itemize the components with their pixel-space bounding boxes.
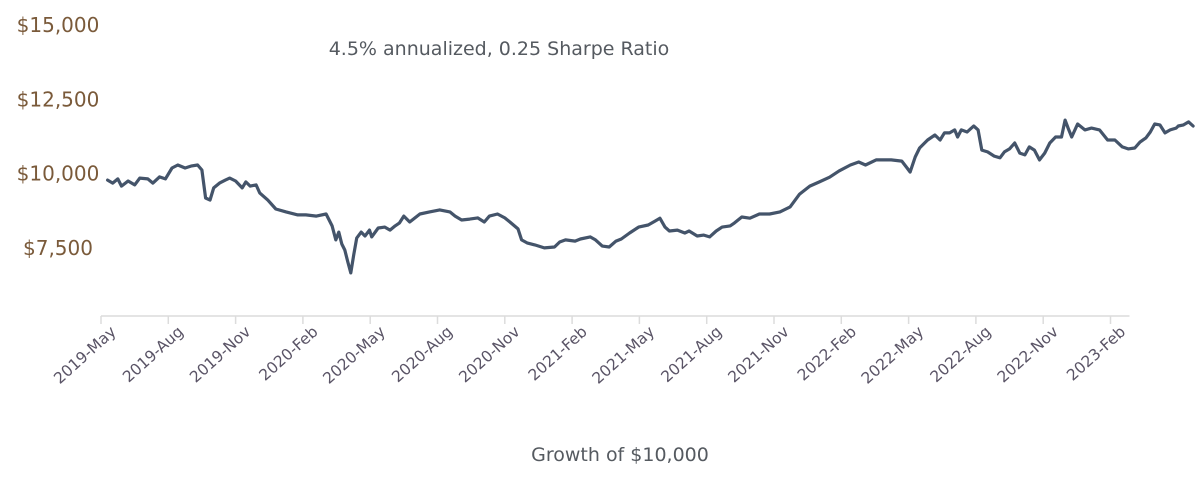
- series-layer: [106, 118, 1195, 275]
- x-tick-label: 2019-Aug: [119, 323, 187, 387]
- x-tick-label: 2021-Feb: [525, 323, 591, 385]
- x-tick-label: 2019-May: [50, 323, 119, 388]
- series-line: [106, 118, 1195, 275]
- x-axis-label: Growth of $10,000: [531, 444, 709, 466]
- y-tick-label: $10,000: [17, 162, 100, 186]
- x-tick-label: 2022-May: [858, 323, 927, 388]
- x-tick-label: 2021-Aug: [658, 323, 726, 387]
- x-tick-label: 2023-Feb: [1063, 323, 1129, 385]
- x-axis: 2019-May 2019-Aug 2019-Nov 2020-Feb2020-May…: [50, 315, 1130, 388]
- chart-annotation: 4.5% annualized, 0.25 Sharpe Ratio: [329, 38, 670, 60]
- x-tick-label: 2022-Nov: [994, 323, 1062, 387]
- x-tick-label: 2020-Nov: [455, 323, 523, 387]
- x-tick-label: 2021-May: [589, 323, 658, 388]
- y-axis: $7,500 $10,000 $12,500 $15,000: [17, 13, 100, 260]
- x-tick-label: 2021-Nov: [725, 323, 793, 387]
- x-tick-label: 2020-May: [320, 323, 389, 388]
- y-tick-label: $15,000: [17, 13, 100, 37]
- x-tick-label: 2020-Feb: [256, 323, 322, 385]
- x-tick-label: 2022-Feb: [794, 323, 860, 385]
- y-tick-label: $12,500: [17, 87, 100, 111]
- x-tick-label: 2019-Nov: [186, 323, 254, 387]
- y-tick-label: $7,500: [23, 236, 93, 260]
- x-tick-label: 2022-Aug: [927, 323, 995, 387]
- x-tick-label: 2020-Aug: [388, 323, 456, 387]
